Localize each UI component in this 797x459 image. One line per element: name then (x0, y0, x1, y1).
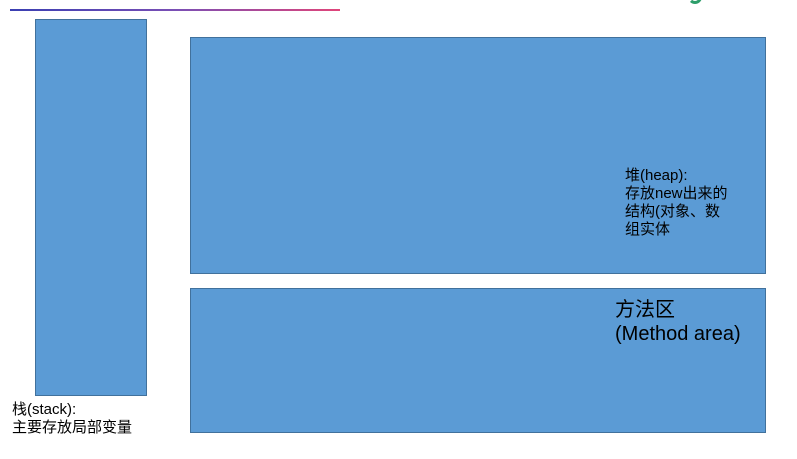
stack-label-line-1: 栈(stack): (12, 401, 77, 418)
stack-label-line-2: 主要存放局部变量 (12, 419, 133, 436)
method-area-label-line-2: (Method area) (615, 323, 741, 345)
logo-fragment-icon (688, 0, 702, 4)
heap-label-line-4: 组实体 (625, 221, 671, 238)
heap-label-line-2: 存放new出来的 (625, 185, 728, 202)
title-underline (10, 9, 340, 11)
method-area-label-line-1: 方法区 (615, 299, 675, 321)
heap-label-line-1: 堆(heap): (625, 167, 688, 184)
heap-label-line-3: 结构(对象、数 (625, 203, 720, 220)
heap-label: 堆(heap): 存放new出来的 结构(对象、数 组实体 (625, 167, 728, 239)
stack-block (35, 19, 147, 396)
method-area-block: 方法区 (Method area) (190, 288, 766, 433)
heap-block: 堆(heap): 存放new出来的 结构(对象、数 组实体 (190, 37, 766, 274)
method-area-label: 方法区 (Method area) (615, 298, 741, 346)
stack-label: 栈(stack): 主要存放局部变量 (12, 401, 132, 437)
